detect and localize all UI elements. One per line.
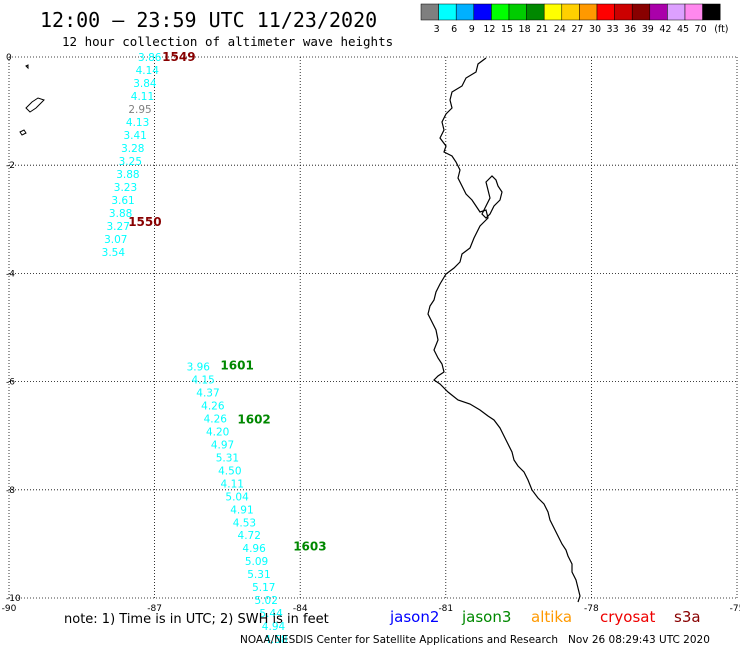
- lat-tick-label: 0: [6, 53, 12, 63]
- coastline: [19, 57, 581, 603]
- track-labels: 3.864.143.844.112.954.133.413.283.253.88…: [102, 50, 327, 646]
- wave-height-value: 4.26: [204, 413, 228, 425]
- legend-label: 36: [624, 24, 636, 35]
- track-time-label: 1602: [237, 412, 270, 426]
- wave-height-value: 5.17: [252, 582, 275, 594]
- legend-label: 6: [451, 24, 457, 35]
- wave-height-value: 5.31: [247, 569, 270, 581]
- legend-label: 42: [659, 24, 671, 35]
- wave-height-value: 2.95: [128, 104, 151, 116]
- legend-label: 18: [519, 24, 531, 35]
- legend-label: 30: [589, 24, 601, 35]
- wave-height-value: 3.96: [187, 361, 211, 373]
- wave-height-value: 3.27: [107, 221, 130, 233]
- lat-tick-label: -2: [6, 161, 15, 171]
- wave-height-value: 4.26: [201, 400, 225, 412]
- legend-label: 24: [554, 24, 566, 35]
- coastline-gulf: [481, 175, 503, 219]
- wave-height-value: 3.41: [123, 130, 146, 142]
- wave-height-value: 4.91: [230, 504, 253, 516]
- wave-height-value: 5.44: [259, 608, 283, 620]
- color-scale-legend: 3 6 9 12 15 18 21 24 27 30 33 36 39 42 45 70 (ft): [420, 3, 729, 35]
- satellite-jason2: jason2: [390, 608, 440, 626]
- wave-height-value: 3.61: [111, 195, 134, 207]
- lon-tick-label: -84: [293, 604, 308, 614]
- lon-tick-label: -90: [2, 604, 17, 614]
- wave-height-value: 3.07: [104, 234, 127, 246]
- wave-height-value: 3.25: [119, 156, 142, 168]
- wave-height-value: 5.31: [216, 452, 239, 464]
- wave-height-value: 5.09: [245, 556, 268, 568]
- satellite-s3a: s3a: [674, 608, 701, 626]
- coastline-mainland: [427, 57, 581, 603]
- track-time-label: 1603: [293, 540, 326, 554]
- wave-height-value: 4.37: [196, 387, 219, 399]
- map-title: 12:00 – 23:59 UTC 11/23/2020: [40, 8, 378, 32]
- wave-height-value: 4.94: [262, 621, 286, 633]
- lon-tick-label: -87: [147, 604, 162, 614]
- track-time-label: 1549: [162, 50, 195, 64]
- wave-height-value: 4.13: [126, 117, 149, 129]
- coastline-galapagos-fernandina: [19, 129, 27, 136]
- satellite-cryosat: cryosat: [600, 608, 656, 626]
- note-text: note: 1) Time is in UTC; 2) SWH is in fe…: [64, 612, 329, 627]
- wave-height-value: 4.96: [242, 543, 266, 555]
- legend-label: 12: [483, 24, 495, 35]
- track-time-label: 1601: [220, 358, 253, 372]
- lat-tick-label: -8: [6, 486, 15, 496]
- lon-tick-label: -75: [730, 604, 740, 614]
- track-time-label: 1550: [128, 215, 161, 229]
- legend-label: 21: [536, 24, 548, 35]
- legend-label: 33: [607, 24, 619, 35]
- lat-tick-label: -4: [6, 269, 15, 279]
- wave-height-value: 4.15: [191, 374, 214, 386]
- wave-height-value: 3.86: [138, 52, 162, 64]
- wave-height-value: 3.88: [116, 169, 139, 181]
- lat-tick-label: -6: [6, 378, 15, 388]
- legend-label: 45: [677, 24, 689, 35]
- legend-unit: (ft): [714, 24, 728, 35]
- credit-line: NOAA/NESDIS Center for Satellite Applica…: [240, 634, 710, 646]
- legend-label: 15: [501, 24, 513, 35]
- wave-height-value: 3.88: [109, 208, 132, 220]
- wave-height-value: 4.14: [136, 65, 160, 77]
- satellite-jason3: jason3: [462, 608, 512, 626]
- wave-height-value: 4.53: [233, 517, 256, 529]
- coastline-galapagos-isabela: [25, 97, 45, 113]
- legend-label: 3: [434, 24, 440, 35]
- legend-label: 39: [642, 24, 654, 35]
- legend-label: 27: [571, 24, 583, 35]
- wave-height-value: 5.02: [255, 595, 278, 607]
- legend-swatch: [702, 3, 721, 21]
- wave-height-value: 4.11: [221, 478, 244, 490]
- lat-tick-label: -10: [6, 594, 21, 604]
- wave-height-value: 4.58: [264, 634, 287, 646]
- coastline-galapagos-north: [25, 64, 29, 70]
- legend-label: 9: [469, 24, 475, 35]
- lon-tick-label: -78: [584, 604, 599, 614]
- wave-height-value: 5.04: [225, 491, 249, 503]
- wave-height-value: 4.72: [238, 530, 261, 542]
- wave-height-value: 4.11: [131, 91, 154, 103]
- satellite-altika: altika: [531, 608, 573, 626]
- wave-height-value: 4.50: [218, 465, 241, 477]
- wave-height-value: 3.84: [133, 78, 157, 90]
- legend-label: 70: [695, 24, 707, 35]
- wave-height-value: 3.54: [102, 247, 126, 259]
- lon-tick-label: -81: [438, 604, 453, 614]
- wave-height-value: 3.28: [121, 143, 144, 155]
- map-subtitle: 12 hour collection of altimeter wave hei…: [62, 34, 394, 49]
- lat-lon-grid: -90 -87 -84 -81 -78 -75 0 -2 -4 -6 -8 -10: [2, 53, 740, 614]
- wave-height-value: 4.97: [211, 439, 234, 451]
- wave-height-value: 4.20: [206, 426, 229, 438]
- wave-height-value: 3.23: [114, 182, 137, 194]
